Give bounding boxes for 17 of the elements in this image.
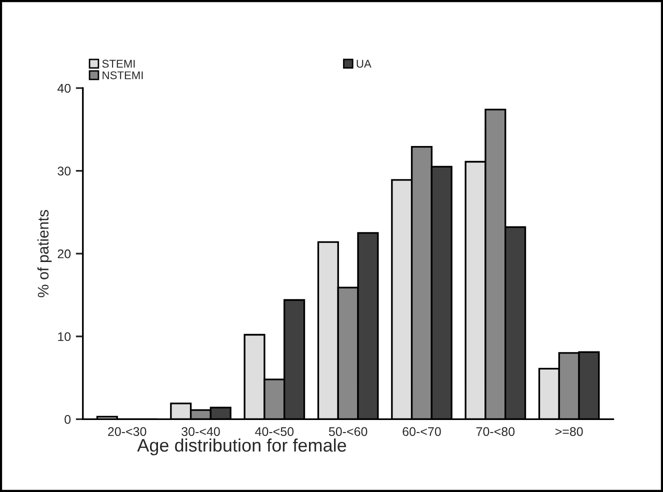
x-tick-label: 60-<70 (402, 427, 441, 436)
legend-label: NSTEMI (102, 71, 143, 80)
legend-label: UA (356, 60, 372, 68)
x-tick-label: 20-<30 (108, 427, 146, 436)
y-tick-label: 0 (64, 414, 71, 424)
y-tick-label: 10 (58, 332, 71, 342)
x-axis-title: Age distribution for female (137, 438, 346, 456)
y-axis-title: % of patients (37, 210, 52, 298)
x-tick-label: 50-<60 (328, 427, 368, 436)
y-tick-label: 20 (58, 249, 71, 258)
y-tick-label: 30 (58, 166, 71, 176)
x-tick-label: 30-<40 (182, 427, 220, 436)
legend-label: STEMI (102, 60, 135, 68)
x-tick-label: 70-<80 (476, 427, 515, 436)
x-tick-label: >=80 (555, 427, 583, 436)
x-tick-label: 40-<50 (255, 427, 294, 436)
y-tick-label: 40 (57, 84, 71, 93)
